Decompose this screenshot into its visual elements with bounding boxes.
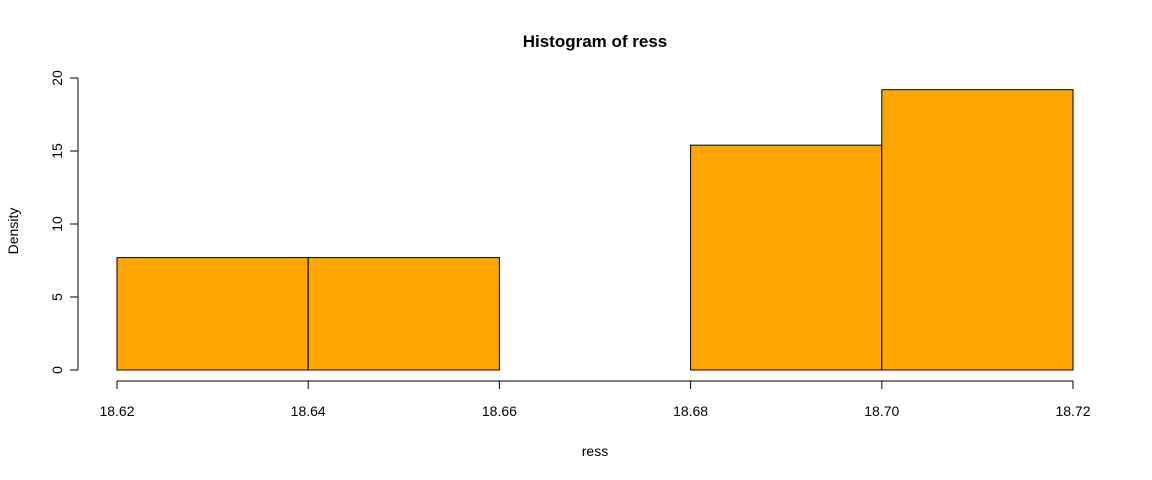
y-axis-label: Density	[5, 208, 21, 255]
y-tick-label: 5	[49, 293, 65, 301]
y-axis: 0 5 10 15 20	[49, 70, 79, 374]
histogram-bar-5	[881, 89, 1074, 371]
x-tick-label: 18.64	[291, 403, 326, 419]
chart-title: Histogram of ress	[523, 32, 668, 51]
x-tick-label: 18.72	[1055, 403, 1090, 419]
x-tick-label: 18.68	[673, 403, 708, 419]
x-axis-label: ress	[582, 443, 608, 459]
histogram-bar-4	[690, 144, 883, 371]
y-tick-label: 0	[49, 366, 65, 374]
histogram-bar-1	[116, 257, 309, 371]
bars-group	[116, 89, 1074, 371]
x-tick-label: 18.62	[99, 403, 134, 419]
x-tick-label: 18.66	[482, 403, 517, 419]
y-tick-label: 20	[49, 70, 65, 86]
histogram-bar-2	[307, 257, 500, 371]
y-tick-label: 10	[49, 216, 65, 232]
x-axis: 18.62 18.64 18.66 18.68 18.70 18.72	[99, 380, 1091, 419]
x-tick-label: 18.70	[864, 403, 899, 419]
y-tick-label: 15	[49, 143, 65, 159]
